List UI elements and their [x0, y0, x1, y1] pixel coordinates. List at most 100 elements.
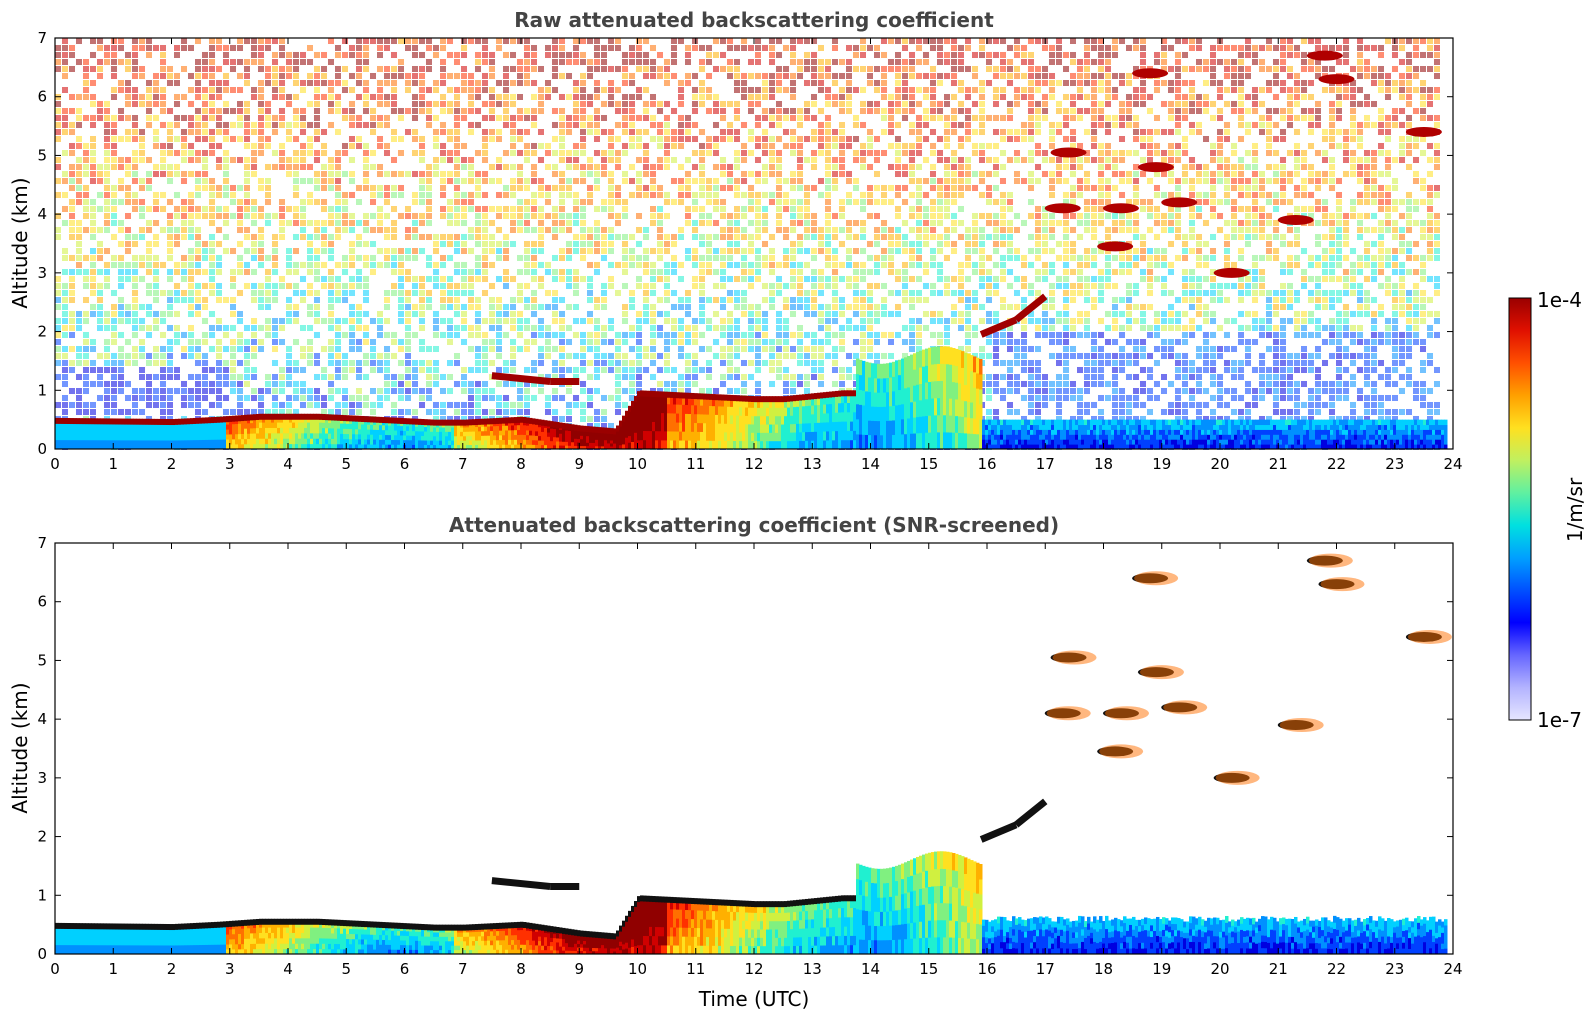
noise-cell	[391, 66, 397, 72]
noise-cell	[321, 178, 327, 184]
noise-cell	[377, 66, 383, 72]
noise-cell	[636, 346, 642, 352]
noise-cell	[622, 143, 628, 149]
noise-cell	[153, 283, 159, 289]
noise-cell	[741, 262, 747, 268]
noise-cell	[524, 73, 530, 79]
noise-cell	[426, 101, 432, 107]
noise-cell	[370, 360, 376, 366]
noise-cell	[706, 73, 712, 79]
noise-cell	[440, 38, 446, 44]
noise-cell	[104, 143, 110, 149]
noise-cell	[629, 367, 635, 373]
noise-cell	[664, 101, 670, 107]
noise-cell	[580, 388, 586, 394]
noise-cell	[153, 87, 159, 93]
noise-cell	[860, 150, 866, 156]
noise-cell	[958, 220, 964, 226]
noise-cell	[895, 157, 901, 163]
noise-cell	[566, 353, 572, 359]
noise-cell	[293, 157, 299, 163]
noise-cell	[524, 213, 530, 219]
noise-cell	[328, 339, 334, 345]
noise-cell	[125, 59, 131, 65]
noise-cell	[573, 143, 579, 149]
noise-cell	[300, 59, 306, 65]
noise-cell	[454, 178, 460, 184]
noise-cell	[118, 388, 124, 394]
noise-cell	[209, 101, 215, 107]
noise-cell	[146, 101, 152, 107]
noise-cell	[475, 94, 481, 100]
noise-cell	[657, 157, 663, 163]
noise-cell	[349, 52, 355, 58]
noise-cell	[440, 241, 446, 247]
noise-cell	[573, 318, 579, 324]
noise-cell	[594, 185, 600, 191]
noise-cell	[832, 381, 838, 387]
noise-cell	[902, 262, 908, 268]
noise-cell	[769, 360, 775, 366]
noise-cell	[818, 136, 824, 142]
noise-cell	[762, 241, 768, 247]
noise-cell	[363, 220, 369, 226]
noise-cell	[384, 367, 390, 373]
noise-cell	[104, 248, 110, 254]
noise-cell	[97, 374, 103, 380]
noise-cell	[636, 171, 642, 177]
noise-cell	[307, 262, 313, 268]
noise-cell	[510, 143, 516, 149]
noise-cell	[524, 262, 530, 268]
noise-cell	[412, 304, 418, 310]
noise-cell	[139, 66, 145, 72]
noise-cell	[153, 290, 159, 296]
noise-cell	[328, 157, 334, 163]
noise-cell	[734, 80, 740, 86]
noise-cell	[265, 164, 271, 170]
noise-cell	[727, 136, 733, 142]
noise-cell	[62, 402, 68, 408]
noise-cell	[328, 325, 334, 331]
noise-cell	[790, 332, 796, 338]
noise-cell	[272, 325, 278, 331]
noise-cell	[468, 304, 474, 310]
noise-cell	[195, 381, 201, 387]
noise-cell	[209, 178, 215, 184]
noise-cell	[90, 136, 96, 142]
noise-cell	[342, 283, 348, 289]
noise-cell	[293, 94, 299, 100]
noise-cell	[370, 339, 376, 345]
noise-cell	[279, 220, 285, 226]
noise-cell	[265, 80, 271, 86]
noise-cell	[517, 409, 523, 415]
noise-cell	[314, 290, 320, 296]
noise-cell	[713, 283, 719, 289]
noise-cell	[482, 45, 488, 51]
noise-cell	[265, 332, 271, 338]
noise-cell	[286, 171, 292, 177]
noise-cell	[62, 381, 68, 387]
noise-cell	[804, 388, 810, 394]
noise-cell	[209, 262, 215, 268]
noise-cell	[412, 80, 418, 86]
noise-cell	[587, 115, 593, 121]
noise-cell	[447, 332, 453, 338]
noise-cell	[524, 178, 530, 184]
noise-cell	[328, 297, 334, 303]
noise-cell	[160, 367, 166, 373]
noise-cell	[699, 206, 705, 212]
noise-cell	[657, 367, 663, 373]
noise-cell	[419, 199, 425, 205]
noise-cell	[482, 220, 488, 226]
noise-cell	[825, 115, 831, 121]
noise-cell	[783, 248, 789, 254]
noise-cell	[594, 374, 600, 380]
noise-cell	[468, 192, 474, 198]
noise-cell	[531, 52, 537, 58]
noise-cell	[664, 353, 670, 359]
noise-cell	[223, 59, 229, 65]
noise-cell	[188, 199, 194, 205]
noise-cell	[776, 150, 782, 156]
noise-cell	[895, 311, 901, 317]
noise-cell	[748, 87, 754, 93]
